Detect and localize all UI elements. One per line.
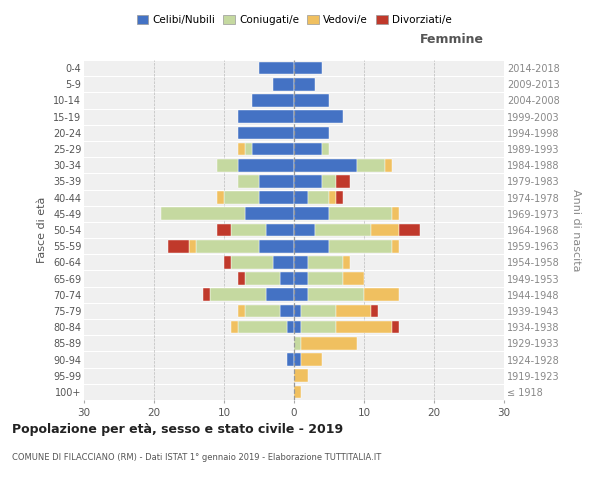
Bar [294,256,308,268]
Bar [301,321,336,334]
Bar [336,304,371,318]
Bar [238,110,294,123]
Bar [245,142,252,156]
Bar [273,256,294,268]
Bar [168,240,189,252]
Bar [245,272,280,285]
Bar [294,304,301,318]
Bar [301,337,357,349]
Bar [280,272,294,285]
Bar [294,78,315,90]
Bar [280,304,294,318]
Bar [196,240,259,252]
Bar [294,224,315,236]
Bar [252,94,294,107]
Bar [238,126,294,139]
Bar [294,126,329,139]
Bar [252,142,294,156]
Bar [294,353,301,366]
Bar [238,304,245,318]
Bar [294,192,308,204]
Bar [322,142,329,156]
Bar [217,192,224,204]
Bar [364,288,399,301]
Bar [161,208,245,220]
Bar [273,78,294,90]
Bar [217,159,238,172]
Bar [294,240,329,252]
Bar [189,240,196,252]
Text: Femmine: Femmine [419,34,484,46]
Bar [245,304,280,318]
Bar [315,224,371,236]
Bar [329,208,392,220]
Bar [294,142,322,156]
Bar [294,175,322,188]
Bar [259,175,294,188]
Y-axis label: Fasce di età: Fasce di età [37,197,47,263]
Bar [343,256,350,268]
Bar [294,62,322,74]
Bar [385,159,392,172]
Bar [336,321,392,334]
Bar [294,386,301,398]
Bar [231,321,238,334]
Bar [210,288,266,301]
Bar [392,321,399,334]
Bar [343,272,364,285]
Bar [308,256,343,268]
Bar [308,192,329,204]
Bar [231,256,273,268]
Bar [245,208,294,220]
Bar [224,256,231,268]
Bar [238,159,294,172]
Bar [336,192,343,204]
Bar [266,224,294,236]
Bar [231,224,266,236]
Bar [217,224,231,236]
Bar [294,272,308,285]
Bar [259,240,294,252]
Bar [357,159,385,172]
Bar [371,304,378,318]
Bar [294,337,301,349]
Legend: Celibi/Nubili, Coniugati/e, Vedovi/e, Divorziati/e: Celibi/Nubili, Coniugati/e, Vedovi/e, Di… [133,11,455,29]
Bar [392,240,399,252]
Bar [399,224,420,236]
Bar [329,192,336,204]
Bar [287,321,294,334]
Bar [294,94,329,107]
Bar [266,288,294,301]
Bar [294,321,301,334]
Bar [294,159,357,172]
Bar [294,288,308,301]
Bar [336,175,350,188]
Text: Popolazione per età, sesso e stato civile - 2019: Popolazione per età, sesso e stato civil… [12,422,343,436]
Bar [392,208,399,220]
Bar [322,175,336,188]
Text: COMUNE DI FILACCIANO (RM) - Dati ISTAT 1° gennaio 2019 - Elaborazione TUTTITALIA: COMUNE DI FILACCIANO (RM) - Dati ISTAT 1… [12,452,381,462]
Bar [329,240,392,252]
Bar [238,142,245,156]
Bar [238,321,287,334]
Bar [301,304,336,318]
Bar [259,192,294,204]
Bar [259,62,294,74]
Bar [294,208,329,220]
Bar [308,288,364,301]
Bar [224,192,259,204]
Bar [308,272,343,285]
Bar [238,175,259,188]
Bar [294,370,308,382]
Bar [238,272,245,285]
Bar [301,353,322,366]
Bar [294,110,343,123]
Y-axis label: Anni di nascita: Anni di nascita [571,188,581,271]
Bar [203,288,210,301]
Bar [371,224,399,236]
Bar [287,353,294,366]
